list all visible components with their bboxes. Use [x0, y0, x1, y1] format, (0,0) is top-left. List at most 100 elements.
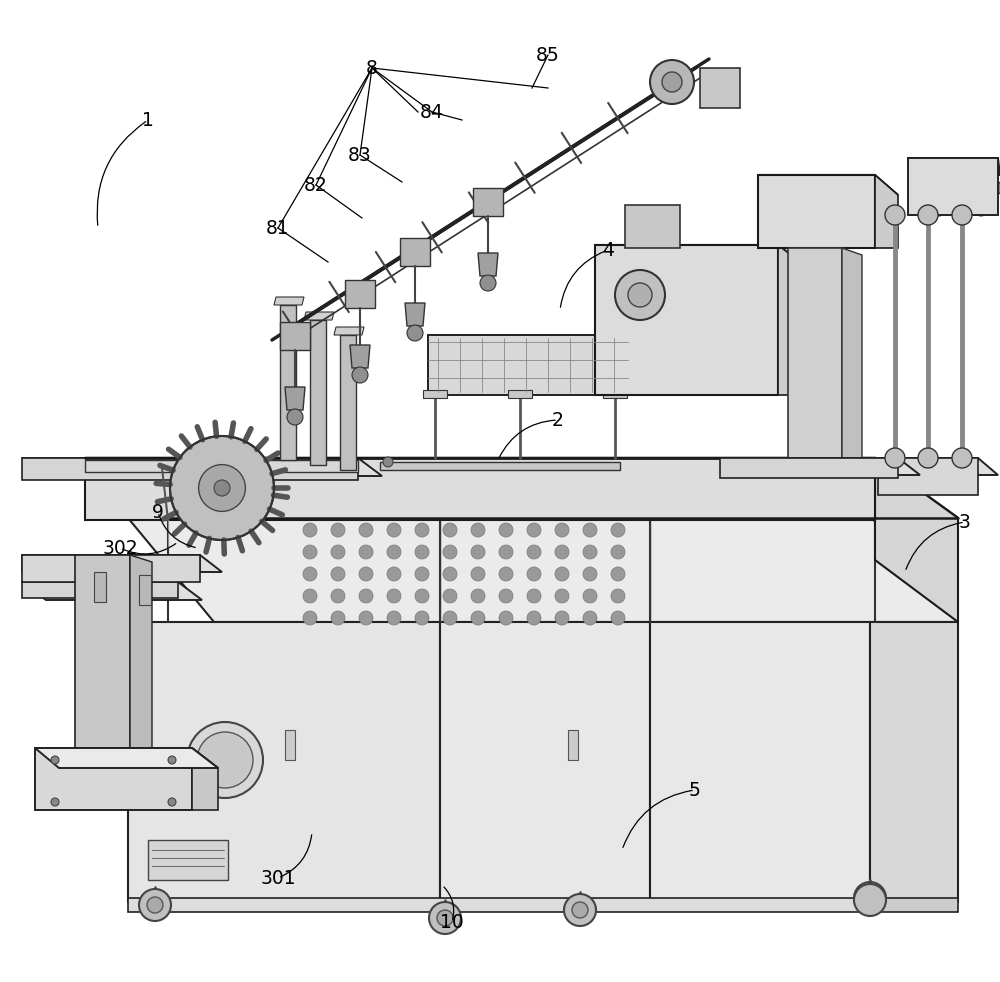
- Circle shape: [471, 545, 485, 559]
- Circle shape: [611, 545, 625, 559]
- Circle shape: [303, 545, 317, 559]
- Text: 84: 84: [420, 102, 444, 122]
- Circle shape: [885, 205, 905, 225]
- Polygon shape: [345, 280, 375, 308]
- Polygon shape: [22, 458, 358, 480]
- Polygon shape: [650, 622, 870, 902]
- Circle shape: [359, 589, 373, 603]
- Polygon shape: [35, 748, 218, 768]
- Circle shape: [471, 611, 485, 625]
- Circle shape: [443, 589, 457, 603]
- Circle shape: [303, 523, 317, 537]
- Circle shape: [996, 182, 1000, 194]
- Circle shape: [359, 567, 373, 581]
- Polygon shape: [128, 898, 870, 912]
- Circle shape: [437, 910, 453, 926]
- Circle shape: [387, 589, 401, 603]
- Polygon shape: [508, 390, 532, 398]
- Circle shape: [387, 523, 401, 537]
- Circle shape: [527, 523, 541, 537]
- Circle shape: [383, 457, 393, 467]
- Text: 83: 83: [348, 145, 372, 165]
- Circle shape: [499, 611, 513, 625]
- Circle shape: [471, 567, 485, 581]
- Circle shape: [918, 448, 938, 468]
- Circle shape: [170, 436, 274, 540]
- Polygon shape: [380, 462, 620, 470]
- Circle shape: [583, 611, 597, 625]
- Circle shape: [331, 567, 345, 581]
- Polygon shape: [758, 175, 898, 195]
- Polygon shape: [22, 582, 178, 598]
- Circle shape: [199, 464, 245, 512]
- Circle shape: [387, 545, 401, 559]
- Polygon shape: [758, 175, 875, 248]
- Polygon shape: [75, 555, 130, 748]
- Polygon shape: [842, 248, 862, 460]
- Polygon shape: [148, 840, 228, 880]
- Circle shape: [933, 204, 945, 216]
- Circle shape: [527, 611, 541, 625]
- Polygon shape: [35, 748, 192, 810]
- Circle shape: [139, 889, 171, 921]
- Circle shape: [555, 589, 569, 603]
- Circle shape: [499, 523, 513, 537]
- Circle shape: [415, 611, 429, 625]
- Circle shape: [187, 722, 263, 798]
- Polygon shape: [94, 572, 106, 602]
- Polygon shape: [280, 305, 296, 460]
- Circle shape: [303, 589, 317, 603]
- Polygon shape: [128, 518, 958, 622]
- Circle shape: [975, 204, 987, 216]
- Circle shape: [287, 409, 303, 425]
- Text: 82: 82: [304, 176, 328, 194]
- Circle shape: [407, 325, 423, 341]
- Circle shape: [527, 545, 541, 559]
- Circle shape: [555, 611, 569, 625]
- Polygon shape: [878, 458, 998, 475]
- Circle shape: [583, 589, 597, 603]
- Circle shape: [611, 611, 625, 625]
- Circle shape: [387, 611, 401, 625]
- Circle shape: [443, 523, 457, 537]
- Circle shape: [885, 448, 905, 468]
- Circle shape: [611, 523, 625, 537]
- Polygon shape: [22, 555, 200, 572]
- Circle shape: [168, 756, 176, 764]
- Polygon shape: [85, 458, 958, 518]
- Polygon shape: [440, 622, 650, 902]
- Polygon shape: [340, 335, 356, 470]
- Polygon shape: [908, 158, 998, 215]
- Polygon shape: [720, 458, 920, 475]
- Circle shape: [564, 894, 596, 926]
- Polygon shape: [192, 748, 218, 810]
- Circle shape: [471, 589, 485, 603]
- Polygon shape: [139, 575, 151, 605]
- Text: 4: 4: [602, 241, 614, 259]
- Circle shape: [303, 567, 317, 581]
- Circle shape: [331, 611, 345, 625]
- Circle shape: [331, 589, 345, 603]
- Circle shape: [555, 523, 569, 537]
- Polygon shape: [568, 730, 578, 760]
- Circle shape: [918, 205, 938, 225]
- Circle shape: [51, 798, 59, 806]
- Polygon shape: [595, 245, 800, 262]
- Polygon shape: [128, 622, 440, 902]
- Polygon shape: [22, 555, 200, 582]
- Polygon shape: [350, 345, 370, 368]
- Circle shape: [359, 611, 373, 625]
- Text: 301: 301: [260, 868, 296, 888]
- Text: 2: 2: [552, 410, 564, 429]
- Circle shape: [611, 589, 625, 603]
- Polygon shape: [285, 387, 305, 410]
- Circle shape: [583, 523, 597, 537]
- Circle shape: [415, 545, 429, 559]
- Circle shape: [415, 567, 429, 581]
- Circle shape: [650, 60, 694, 104]
- Polygon shape: [595, 245, 778, 395]
- Circle shape: [415, 523, 429, 537]
- Circle shape: [583, 545, 597, 559]
- Circle shape: [331, 523, 345, 537]
- Polygon shape: [423, 390, 447, 398]
